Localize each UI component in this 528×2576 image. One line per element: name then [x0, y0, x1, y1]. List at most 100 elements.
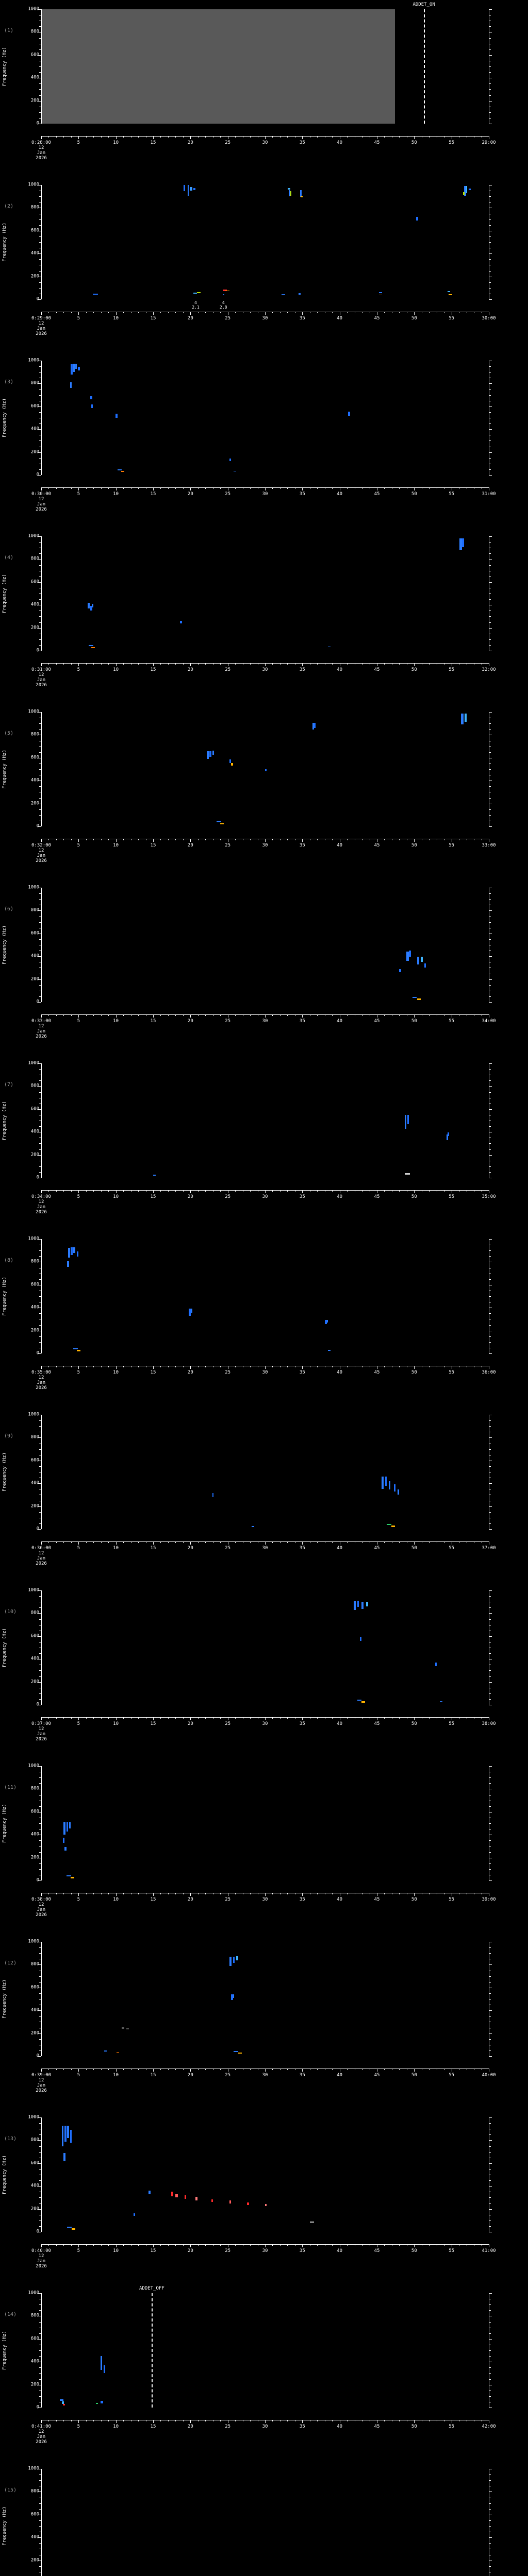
x-axis-tick — [48, 1366, 50, 1367]
y-axis-labels: 0 200 400 600 800 1000 — [14, 534, 39, 653]
x-axis-tick — [197, 1366, 199, 1367]
spectrogram-blob — [265, 2204, 267, 2207]
spectrogram-blob — [184, 185, 186, 192]
x-axis-tick-label: 15 — [150, 1546, 156, 1551]
y-axis-title-text: Frequency (Hz) — [2, 223, 7, 262]
spectrogram-blob — [121, 471, 125, 472]
y-axis-tick-label: 800 — [30, 29, 39, 35]
spectrogram-blob — [465, 186, 468, 193]
x-axis-tick — [332, 2069, 333, 2070]
y-axis-tick — [39, 599, 41, 600]
x-axis-tick-label: 50 — [411, 2424, 417, 2429]
y-axis-tick-right — [489, 406, 492, 407]
y-axis-tick-label: 1000 — [28, 358, 39, 363]
y-axis-tick — [38, 1529, 41, 1530]
spectrogram-blob — [91, 647, 95, 649]
x-axis-tick — [317, 312, 318, 313]
x-axis-tick — [71, 2420, 72, 2421]
x-axis-tick — [220, 312, 221, 313]
panel-number: (11) — [4, 1784, 17, 1790]
x-axis-tick-label: 25 — [225, 1897, 231, 1902]
spectrogram-panel: (4) Frequency (Hz) 0 200 400 600 800 1000 0:31:0… — [0, 534, 528, 692]
x-axis-end-label: 29:00 — [482, 140, 496, 145]
spectrogram-blob — [233, 1994, 235, 1998]
y-axis-tick-right — [489, 1426, 491, 1427]
spectrogram-blob — [212, 1493, 214, 1497]
x-axis-tick — [56, 1717, 57, 1719]
x-axis-tick — [101, 1366, 102, 1367]
x-axis-tick — [101, 1893, 102, 1894]
x-axis-tick-label: 5 — [77, 1546, 80, 1551]
x-axis-end-label: 30:00 — [482, 316, 496, 321]
x-axis-tick — [384, 2244, 385, 2246]
y-axis-tick — [38, 2338, 41, 2340]
y-axis-tick-right — [489, 786, 491, 787]
y-axis-tick-right — [489, 1279, 491, 1280]
x-axis-tick — [429, 2244, 430, 2246]
x-axis-tick — [41, 2244, 42, 2247]
y-axis-tick-label: 1000 — [28, 2466, 39, 2471]
x-axis-start-label: 0:36:00 — [31, 1546, 51, 1551]
x-axis-tick — [175, 1541, 176, 1543]
y-axis-tick-right — [489, 1699, 491, 1700]
y-axis-title-text: Frequency (Hz) — [2, 2331, 7, 2370]
x-axis-tick — [41, 312, 42, 315]
y-axis-tick-right — [489, 2537, 492, 2538]
spectrogram-blob — [62, 2404, 65, 2406]
plot-area — [41, 2293, 489, 2408]
x-axis-tick — [384, 1541, 385, 1543]
spectrogram-blob — [224, 290, 229, 292]
x-axis-tick — [347, 1014, 348, 1016]
x-axis-tick-label: 5 — [77, 1194, 80, 1199]
x-axis-tick-label: 20 — [187, 2248, 193, 2253]
y-axis-title-text: Frequency (Hz) — [2, 925, 7, 964]
y-axis-tick-right — [489, 299, 492, 300]
x-axis-end-label: 34:00 — [482, 1019, 496, 1024]
y-axis-tick — [39, 83, 41, 84]
x-axis-tick — [250, 1541, 251, 1543]
x-axis-tick — [71, 663, 72, 665]
y-axis-tick-label: 400 — [30, 1480, 39, 1486]
x-axis-tick — [86, 1541, 87, 1543]
y-axis-title-text: Frequency (Hz) — [2, 1452, 7, 1492]
x-axis-tick — [138, 1366, 139, 1367]
x-axis-tick-label: 45 — [374, 1546, 380, 1551]
y-axis-tick — [39, 1953, 41, 1954]
y-axis-tick — [39, 2304, 41, 2306]
y-axis-tick-right — [489, 1437, 492, 1438]
y-axis-title-text: Frequency (Hz) — [2, 1628, 7, 1667]
y-axis-labels: 0 200 400 600 800 1000 — [14, 1764, 39, 1883]
x-axis-tick — [175, 487, 176, 489]
x-axis-tick — [414, 1717, 415, 1720]
x-axis-tick — [220, 1014, 221, 1016]
x-axis-tick — [138, 1541, 139, 1543]
x-axis-tick — [78, 312, 79, 315]
x-axis-tick — [414, 136, 415, 139]
spectrogram-blob — [190, 1309, 192, 1313]
x-axis-tick — [78, 1541, 79, 1545]
x-axis-tick — [153, 1717, 154, 1720]
x-axis-tick — [197, 1190, 199, 1192]
x-axis-tick-label: 15 — [150, 140, 156, 145]
y-axis-tick — [39, 1653, 41, 1654]
x-axis-tick-label: 45 — [374, 2424, 380, 2429]
y-axis-tick-label: 400 — [30, 602, 39, 607]
plot-area — [41, 888, 489, 1002]
y-axis-tick — [38, 1964, 41, 1965]
x-axis-tick — [63, 2420, 64, 2421]
y-axis-tick-label: 600 — [30, 930, 39, 936]
y-axis-tick-right — [489, 1449, 491, 1450]
x-axis-tick — [101, 839, 102, 840]
x-axis-tick — [116, 1893, 117, 1896]
x-axis-tick — [63, 1717, 64, 1719]
y-axis-tick-right — [489, 616, 491, 617]
x-axis-tick — [138, 1190, 139, 1192]
x-axis-tick-label: 20 — [187, 2424, 193, 2429]
y-axis-tick-right — [489, 2543, 491, 2544]
y-axis-tick-right — [489, 996, 491, 997]
y-axis-tick-right — [489, 1069, 491, 1070]
spectrogram-blob — [75, 363, 77, 369]
spectrogram-blob — [406, 952, 409, 961]
y-axis-tick — [38, 55, 41, 56]
